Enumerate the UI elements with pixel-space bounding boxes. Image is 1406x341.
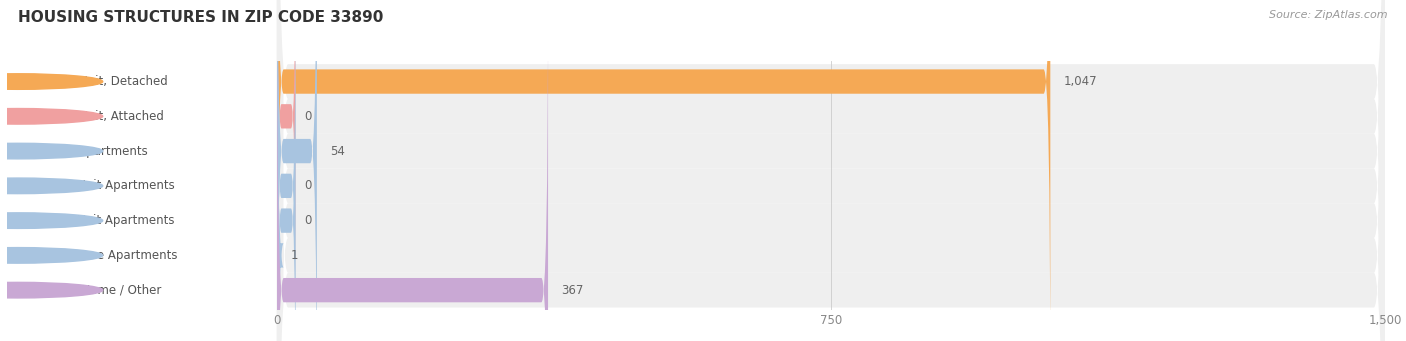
- Text: 0: 0: [304, 214, 312, 227]
- Text: 10 or more Apartments: 10 or more Apartments: [39, 249, 177, 262]
- FancyBboxPatch shape: [277, 0, 1385, 341]
- Circle shape: [0, 143, 103, 159]
- Text: HOUSING STRUCTURES IN ZIP CODE 33890: HOUSING STRUCTURES IN ZIP CODE 33890: [18, 10, 384, 25]
- Circle shape: [0, 74, 103, 89]
- Text: 2 Unit Apartments: 2 Unit Apartments: [39, 145, 148, 158]
- FancyBboxPatch shape: [277, 0, 1050, 341]
- FancyBboxPatch shape: [277, 0, 548, 341]
- Text: Mobile Home / Other: Mobile Home / Other: [39, 284, 162, 297]
- FancyBboxPatch shape: [277, 0, 295, 341]
- FancyBboxPatch shape: [271, 0, 284, 341]
- Text: Single Unit, Detached: Single Unit, Detached: [39, 75, 167, 88]
- FancyBboxPatch shape: [277, 0, 295, 313]
- FancyBboxPatch shape: [277, 0, 1385, 341]
- Text: 0: 0: [304, 110, 312, 123]
- FancyBboxPatch shape: [277, 0, 1385, 341]
- Text: 367: 367: [561, 284, 583, 297]
- FancyBboxPatch shape: [277, 0, 1385, 341]
- Text: 3 or 4 Unit Apartments: 3 or 4 Unit Apartments: [39, 179, 174, 192]
- Circle shape: [0, 213, 103, 228]
- Text: 54: 54: [330, 145, 344, 158]
- FancyBboxPatch shape: [277, 0, 316, 341]
- Text: 1,047: 1,047: [1063, 75, 1097, 88]
- FancyBboxPatch shape: [277, 0, 1385, 341]
- Text: Source: ZipAtlas.com: Source: ZipAtlas.com: [1270, 10, 1388, 20]
- Circle shape: [0, 178, 103, 194]
- Text: 5 to 9 Unit Apartments: 5 to 9 Unit Apartments: [39, 214, 174, 227]
- FancyBboxPatch shape: [277, 0, 1385, 341]
- FancyBboxPatch shape: [277, 24, 295, 341]
- Text: 1: 1: [291, 249, 298, 262]
- Circle shape: [0, 108, 103, 124]
- Circle shape: [0, 282, 103, 298]
- Circle shape: [0, 248, 103, 263]
- Text: Single Unit, Attached: Single Unit, Attached: [39, 110, 163, 123]
- FancyBboxPatch shape: [277, 0, 1385, 341]
- Text: 0: 0: [304, 179, 312, 192]
